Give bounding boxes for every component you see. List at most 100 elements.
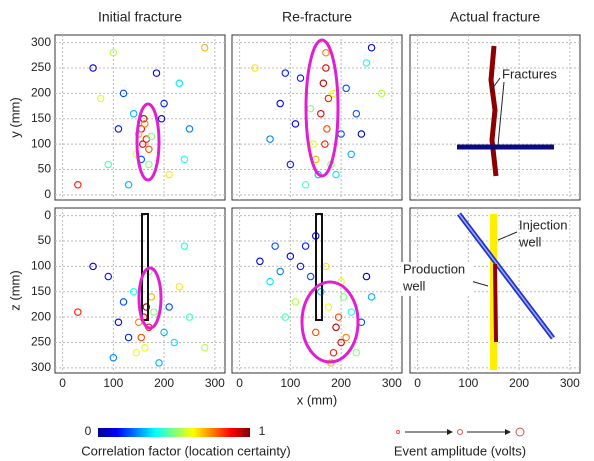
- event: [352, 348, 361, 357]
- plot-area: [231, 34, 403, 201]
- panel-title: Initial fracture: [98, 9, 182, 25]
- event: [129, 109, 138, 118]
- y-tick-label: 0: [44, 208, 51, 222]
- event: [324, 94, 333, 103]
- event: [170, 338, 179, 347]
- size-key: [396, 430, 400, 434]
- event: [347, 150, 356, 159]
- event: [276, 267, 284, 276]
- size-key: [457, 429, 463, 435]
- label-bg: [401, 262, 473, 296]
- highlight-ellipse: [304, 38, 340, 178]
- panel-title: Actual fracture: [450, 9, 540, 25]
- event: [256, 257, 264, 266]
- x-tick-label: 0: [59, 376, 66, 390]
- event: [339, 293, 348, 301]
- event: [89, 262, 97, 271]
- event: [165, 303, 173, 311]
- annotation: Production: [403, 261, 465, 276]
- event: [296, 74, 305, 82]
- overlays: Fractures Injection well Production well: [135, 38, 567, 370]
- y-tick-label: 50: [38, 162, 52, 176]
- event: [74, 308, 82, 316]
- event: [301, 242, 310, 250]
- event: [322, 64, 330, 72]
- event: [165, 170, 173, 179]
- highlight-ellipse: [137, 266, 163, 330]
- y-tick-label: 200: [31, 86, 51, 100]
- y-tick-label: 150: [31, 111, 51, 125]
- fracture: [488, 45, 499, 177]
- event: [96, 94, 105, 103]
- event: [317, 109, 325, 118]
- x-tick-label: 0: [236, 376, 243, 390]
- y-tick-label: 250: [31, 60, 51, 74]
- y-tick-label: 150: [31, 284, 51, 298]
- event: [352, 109, 361, 118]
- event: [301, 181, 310, 189]
- event: [324, 303, 333, 311]
- event: [342, 333, 350, 342]
- colorbar-label: Correlation factor (location certainty): [81, 443, 291, 458]
- event: [342, 84, 350, 93]
- event: [145, 160, 153, 169]
- event: [104, 272, 113, 281]
- x-tick-label: 300: [382, 376, 402, 390]
- event: [129, 288, 138, 296]
- event: [329, 348, 338, 357]
- event: [332, 323, 340, 332]
- event: [141, 120, 149, 128]
- event: [132, 348, 140, 357]
- legend: 0 1 Correlation factor (location certain…: [81, 424, 526, 458]
- event: [362, 59, 371, 67]
- event: [180, 242, 189, 250]
- event: [139, 140, 147, 148]
- event: [119, 89, 128, 98]
- event: [142, 303, 151, 311]
- event: [180, 155, 189, 164]
- event: [109, 354, 118, 362]
- pointer: [489, 77, 501, 93]
- colorbar-tick: 1: [259, 424, 266, 438]
- event: [322, 49, 330, 57]
- event: [157, 115, 166, 123]
- y-tick-label: 100: [31, 136, 51, 150]
- event: [323, 125, 331, 133]
- event: [160, 328, 168, 337]
- event: [362, 272, 371, 281]
- event: [337, 338, 345, 347]
- event: [271, 242, 279, 250]
- highlight-ellipse: [135, 102, 161, 182]
- event: [332, 170, 340, 179]
- highlight-ellipse: [300, 280, 360, 364]
- event: [109, 49, 118, 57]
- event: [266, 135, 274, 143]
- event: [357, 130, 366, 138]
- y-tick-label: 300: [31, 35, 51, 49]
- event: [200, 43, 209, 52]
- x-tick-label: 200: [154, 376, 174, 390]
- event: [296, 262, 305, 271]
- event: [251, 64, 259, 72]
- event: [311, 328, 320, 337]
- event: [334, 313, 343, 321]
- fracture: [493, 263, 498, 343]
- event: [124, 333, 133, 342]
- event: [150, 308, 158, 316]
- event: [281, 313, 290, 321]
- event: [152, 69, 161, 77]
- event: [160, 99, 168, 108]
- y-tick-label: 0: [44, 187, 51, 201]
- event: [185, 313, 194, 321]
- x-axis-label: x (mm): [297, 392, 337, 407]
- event: [317, 288, 325, 296]
- x-tick-label: 100: [280, 376, 300, 390]
- production-well-core: [458, 213, 554, 339]
- event: [306, 272, 315, 281]
- size-label: Event amplitude (volts): [394, 443, 526, 458]
- annotation: Fractures: [502, 66, 557, 81]
- pointer: [497, 231, 518, 241]
- annotation: well: [402, 278, 426, 293]
- colorbar-tick: 0: [85, 424, 92, 438]
- event: [141, 343, 149, 352]
